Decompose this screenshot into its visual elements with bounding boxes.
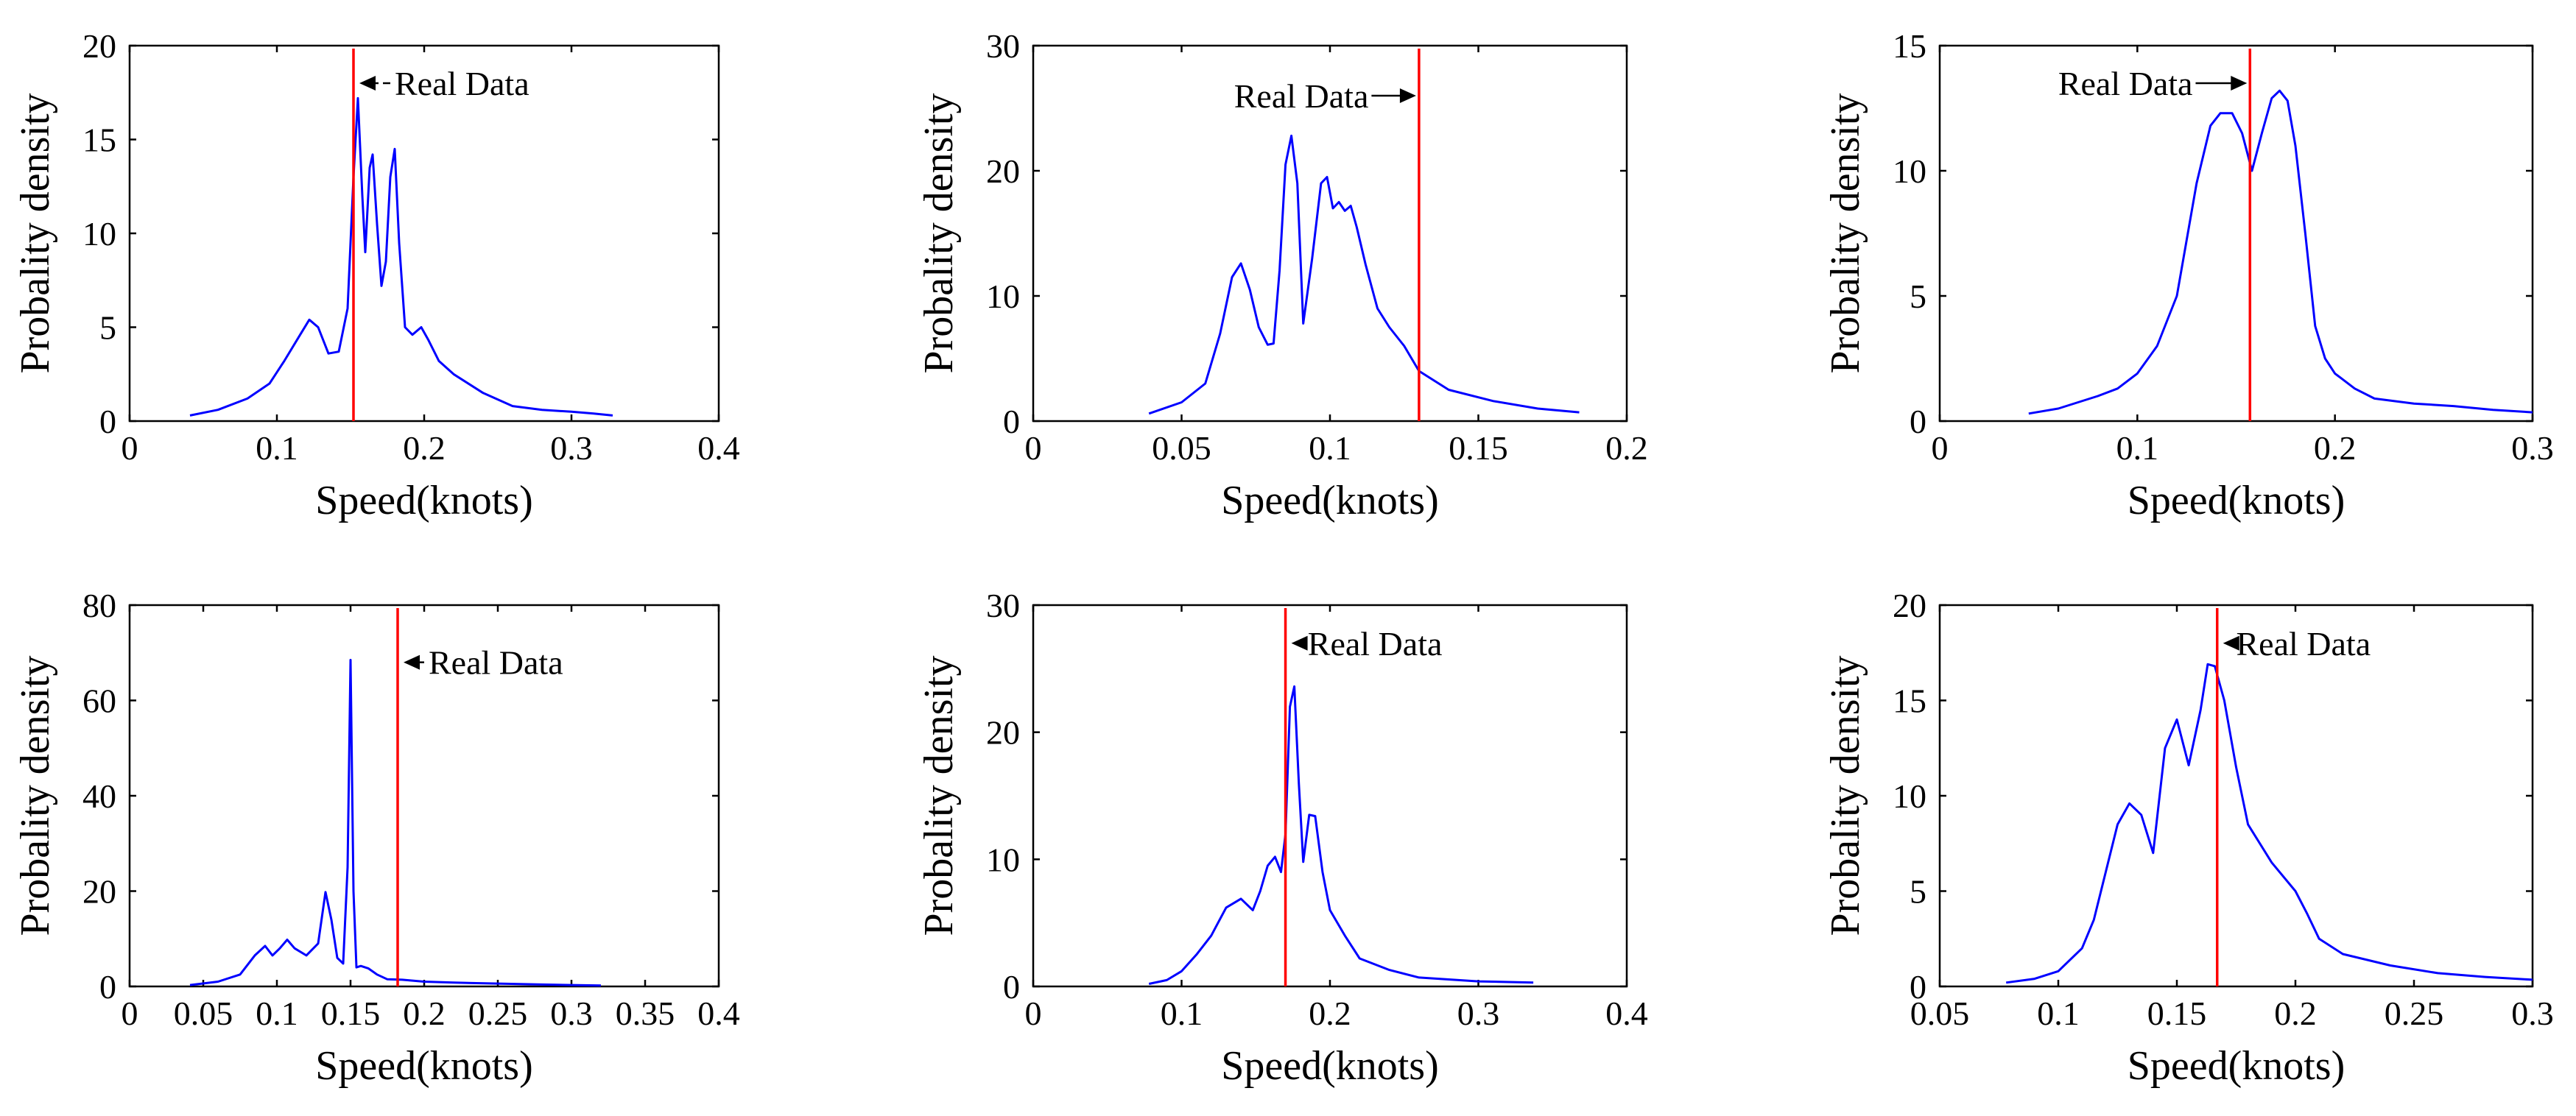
chart-panel-3: 0 0.1 0.2 0.3 0 5 10 15 Speed(knots) Probality de… xyxy=(1823,27,2554,523)
y-axis-label: Probality density xyxy=(13,655,58,936)
chart-panel-5: 0 0.1 0.2 0.3 0.4 0 10 20 30 Speed(knots) Probalit… xyxy=(916,587,1648,1089)
y-tick-label: 15 xyxy=(82,121,116,159)
y-tick-label: 20 xyxy=(986,714,1020,752)
x-tick-label: 0 xyxy=(122,429,138,467)
y-tick-label: 80 xyxy=(82,587,116,624)
chart-panel-2: 0 0.05 0.1 0.15 0.2 0 10 20 30 Speed(knots) Probal… xyxy=(916,27,1648,523)
x-axis-label: Speed(knots) xyxy=(315,478,533,523)
x-tick-label: 0.1 xyxy=(256,429,298,467)
y-tick-label: 20 xyxy=(82,27,116,65)
y-tick-label: 5 xyxy=(1910,278,1926,315)
x-tick-label: 0.35 xyxy=(616,995,675,1032)
x-axis-label: Speed(knots) xyxy=(2128,478,2346,523)
x-tick-label: 0.15 xyxy=(1449,429,1508,467)
x-tick-label: 0.2 xyxy=(2314,429,2357,467)
y-tick-label: 15 xyxy=(1893,27,1926,65)
y-tick-label: 10 xyxy=(1893,152,1926,190)
y-tick-label: 40 xyxy=(82,777,116,815)
x-tick-label: 0.1 xyxy=(1161,995,1203,1032)
real-data-annotation: Real Data xyxy=(395,65,529,102)
x-tick-label: 0.2 xyxy=(403,429,446,467)
x-tick-label: 0.2 xyxy=(403,995,446,1032)
y-tick-label: 0 xyxy=(1003,403,1020,440)
x-tick-label: 0.3 xyxy=(2511,995,2554,1032)
y-axis-label: Probality density xyxy=(13,93,58,373)
y-tick-label: 20 xyxy=(1893,587,1926,624)
y-tick-label: 10 xyxy=(82,215,116,252)
x-axis-label: Speed(knots) xyxy=(315,1043,533,1089)
y-tick-label: 5 xyxy=(99,309,116,347)
y-tick-label: 0 xyxy=(1003,968,1020,1006)
y-tick-label: 15 xyxy=(1893,682,1926,720)
annotation-arrowhead xyxy=(1291,635,1308,651)
density-curve xyxy=(2028,89,2533,415)
y-tick-label: 30 xyxy=(986,587,1020,624)
y-tick-label: 0 xyxy=(99,403,116,440)
y-axis-label: Probality density xyxy=(1823,655,1868,936)
x-tick-label: 0.4 xyxy=(697,995,740,1032)
x-tick-label: 0.25 xyxy=(2385,995,2444,1032)
chart-panel-6: 0.05 0.1 0.15 0.2 0.25 0.3 0 5 10 15 20 Speed(knots… xyxy=(1823,587,2554,1089)
density-curve xyxy=(1148,134,1580,415)
x-tick-label: 0.05 xyxy=(174,995,233,1032)
density-curve xyxy=(2005,663,2533,984)
x-tick-label: 0.2 xyxy=(2274,995,2317,1032)
annotation-arrowhead xyxy=(2223,635,2239,651)
y-tick-label: 60 xyxy=(82,682,116,720)
chart-panel-1: 0 0.1 0.2 0.3 0.4 0 5 10 15 20 Speed(knots) Probali… xyxy=(13,27,740,523)
x-tick-label: 0.1 xyxy=(1309,429,1351,467)
x-tick-label: 0.15 xyxy=(2147,995,2207,1032)
x-tick-label: 0.05 xyxy=(1152,429,1211,467)
density-curve xyxy=(189,96,613,417)
y-tick-label: 0 xyxy=(99,968,116,1006)
x-tick-label: 0.3 xyxy=(550,429,593,467)
y-tick-label: 20 xyxy=(986,152,1020,190)
x-axis-label: Speed(knots) xyxy=(2128,1043,2346,1089)
x-tick-label: 0.2 xyxy=(1605,429,1648,467)
x-tick-label: 0.15 xyxy=(321,995,381,1032)
real-data-annotation: Real Data xyxy=(429,644,563,682)
y-tick-label: 5 xyxy=(1910,873,1926,911)
x-tick-label: 0 xyxy=(1025,995,1042,1032)
x-tick-label: 0.3 xyxy=(1457,995,1500,1032)
real-data-annotation: Real Data xyxy=(2237,625,2371,663)
annotation-arrowhead xyxy=(359,76,376,91)
real-data-annotation: Real Data xyxy=(1308,625,1443,663)
x-tick-label: 0.05 xyxy=(1910,995,1970,1032)
y-tick-label: 10 xyxy=(1893,777,1926,815)
real-data-annotation: Real Data xyxy=(1234,77,1369,115)
x-axis-label: Speed(knots) xyxy=(1221,478,1439,523)
density-curve xyxy=(1148,685,1534,985)
x-tick-label: 0.1 xyxy=(2116,429,2159,467)
chart-panel-4: 0 0.05 0.1 0.15 0.2 0.25 0.3 0.35 0.4 0 20 40 60 80 Sp… xyxy=(13,587,740,1089)
x-tick-label: 0.2 xyxy=(1309,995,1351,1032)
y-tick-label: 20 xyxy=(82,873,116,911)
x-axis-label: Speed(knots) xyxy=(1221,1043,1439,1089)
x-tick-label: 0.25 xyxy=(468,995,528,1032)
y-tick-label: 10 xyxy=(986,278,1020,315)
x-tick-label: 0.4 xyxy=(697,429,740,467)
plot-frame xyxy=(1938,44,2534,423)
y-tick-label: 30 xyxy=(986,27,1020,65)
x-tick-label: 0.3 xyxy=(550,995,593,1032)
y-tick-label: 0 xyxy=(1910,968,1926,1006)
x-tick-label: 0 xyxy=(1932,429,1949,467)
y-axis-label: Probality density xyxy=(916,93,962,373)
annotation-arrowhead xyxy=(1399,88,1416,103)
x-tick-label: 0.3 xyxy=(2511,429,2554,467)
x-tick-label: 0 xyxy=(122,995,138,1032)
density-curve xyxy=(189,659,602,987)
x-tick-label: 0.4 xyxy=(1605,995,1648,1032)
y-axis-label: Probality density xyxy=(916,655,962,936)
real-data-annotation: Real Data xyxy=(2058,65,2193,102)
x-tick-label: 0 xyxy=(1025,429,1042,467)
y-tick-label: 10 xyxy=(986,841,1020,878)
annotation-arrowhead xyxy=(2231,76,2248,91)
y-axis-label: Probality density xyxy=(1823,93,1868,373)
x-tick-label: 0.1 xyxy=(2037,995,2080,1032)
x-tick-label: 0.1 xyxy=(256,995,298,1032)
y-tick-label: 0 xyxy=(1910,403,1926,440)
annotation-arrowhead xyxy=(404,654,420,670)
